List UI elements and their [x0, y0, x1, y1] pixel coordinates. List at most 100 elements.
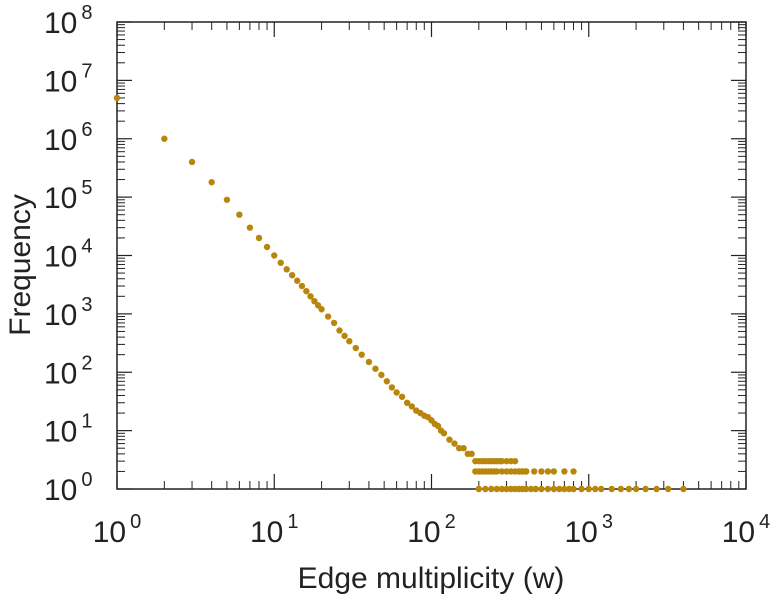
- y-tick-label: 10 0: [44, 469, 93, 507]
- data-point: [503, 485, 510, 493]
- data-point: [625, 485, 633, 493]
- data-point: [653, 485, 660, 493]
- data-point: [475, 485, 483, 493]
- data-point: [346, 338, 353, 345]
- data-point: [503, 457, 510, 465]
- y-tick-label: 10 4: [44, 236, 93, 274]
- data-point: [538, 468, 545, 475]
- data-point: [527, 485, 535, 493]
- x-tick-label: 10 0: [93, 511, 142, 549]
- data-point: [330, 319, 338, 327]
- data-point: [223, 196, 231, 203]
- data-point: [288, 271, 296, 279]
- data-point: [236, 211, 243, 218]
- data-point: [408, 403, 416, 410]
- data-point: [208, 179, 215, 186]
- data-point: [255, 234, 263, 242]
- data-point: [303, 287, 310, 295]
- data-point: [455, 444, 463, 452]
- data-point: [556, 485, 563, 493]
- data-point: [550, 468, 558, 475]
- data-point: [372, 365, 379, 372]
- data-point: [592, 485, 599, 493]
- data-point: [598, 485, 605, 493]
- y-tick-label: 10 6: [44, 119, 93, 157]
- data-point: [578, 485, 585, 493]
- x-axis-ticks: 10 0 10 1 10 2 10 3 10 4: [93, 22, 771, 549]
- data-point: [271, 252, 278, 259]
- data-point: [263, 243, 271, 251]
- data-point: [538, 485, 545, 493]
- data-point: [522, 468, 530, 475]
- data-point: [440, 430, 448, 437]
- data-point: [294, 277, 301, 284]
- data-point: [283, 266, 290, 273]
- data-point: [511, 457, 519, 465]
- data-point: [403, 399, 411, 406]
- data-point: [680, 485, 687, 493]
- data-point: [246, 224, 254, 231]
- data-points: [113, 94, 687, 493]
- data-point: [378, 371, 385, 379]
- data-point: [383, 378, 391, 385]
- y-tick-label: 10 8: [44, 2, 93, 40]
- data-point: [398, 393, 406, 400]
- x-tick-label: 10 2: [407, 511, 456, 549]
- data-point: [311, 297, 318, 305]
- x-tick-label: 10 1: [250, 511, 299, 549]
- x-tick-label: 10 4: [722, 511, 771, 549]
- data-point: [161, 135, 168, 142]
- x-axis-title: Edge multiplicity (w): [298, 562, 565, 595]
- x-tick-label: 10 3: [565, 511, 614, 549]
- data-point: [298, 282, 306, 290]
- data-point: [358, 351, 365, 358]
- data-point: [565, 485, 573, 493]
- data-point: [324, 313, 332, 320]
- data-point: [188, 158, 196, 166]
- data-point: [550, 485, 558, 493]
- data-point: [498, 485, 506, 493]
- data-point: [393, 389, 400, 396]
- data-point: [460, 444, 467, 452]
- data-point: [113, 94, 121, 102]
- y-tick-label: 10 3: [44, 294, 93, 332]
- data-point: [531, 468, 538, 475]
- data-point: [451, 440, 458, 447]
- data-point: [498, 457, 506, 465]
- data-point: [522, 485, 530, 493]
- y-tick-label: 10 5: [44, 177, 93, 215]
- data-point: [318, 306, 325, 313]
- data-point: [632, 485, 640, 493]
- data-point: [493, 468, 500, 475]
- data-point: [341, 332, 348, 340]
- y-axis-title: Frequency: [4, 194, 37, 336]
- data-point: [561, 468, 568, 475]
- data-point: [468, 450, 475, 458]
- data-point: [488, 485, 495, 493]
- data-point: [561, 485, 568, 493]
- y-tick-label: 10 7: [44, 60, 93, 98]
- y-tick-label: 10 1: [44, 411, 93, 449]
- data-point: [365, 358, 373, 366]
- data-point: [585, 485, 592, 493]
- data-point: [503, 468, 510, 475]
- y-tick-label: 10 2: [44, 352, 93, 390]
- data-point: [307, 293, 314, 300]
- data-point: [493, 485, 500, 493]
- data-point: [532, 485, 539, 493]
- data-point: [617, 485, 625, 493]
- data-point: [434, 422, 442, 430]
- data-point: [642, 485, 649, 493]
- data-point: [544, 485, 552, 493]
- data-point: [570, 468, 577, 475]
- data-point: [482, 485, 489, 493]
- data-point: [336, 327, 343, 334]
- data-point: [446, 436, 453, 443]
- data-point: [664, 485, 672, 493]
- data-point: [570, 485, 577, 493]
- data-point: [352, 344, 359, 352]
- data-point: [388, 384, 396, 391]
- data-point: [544, 468, 552, 475]
